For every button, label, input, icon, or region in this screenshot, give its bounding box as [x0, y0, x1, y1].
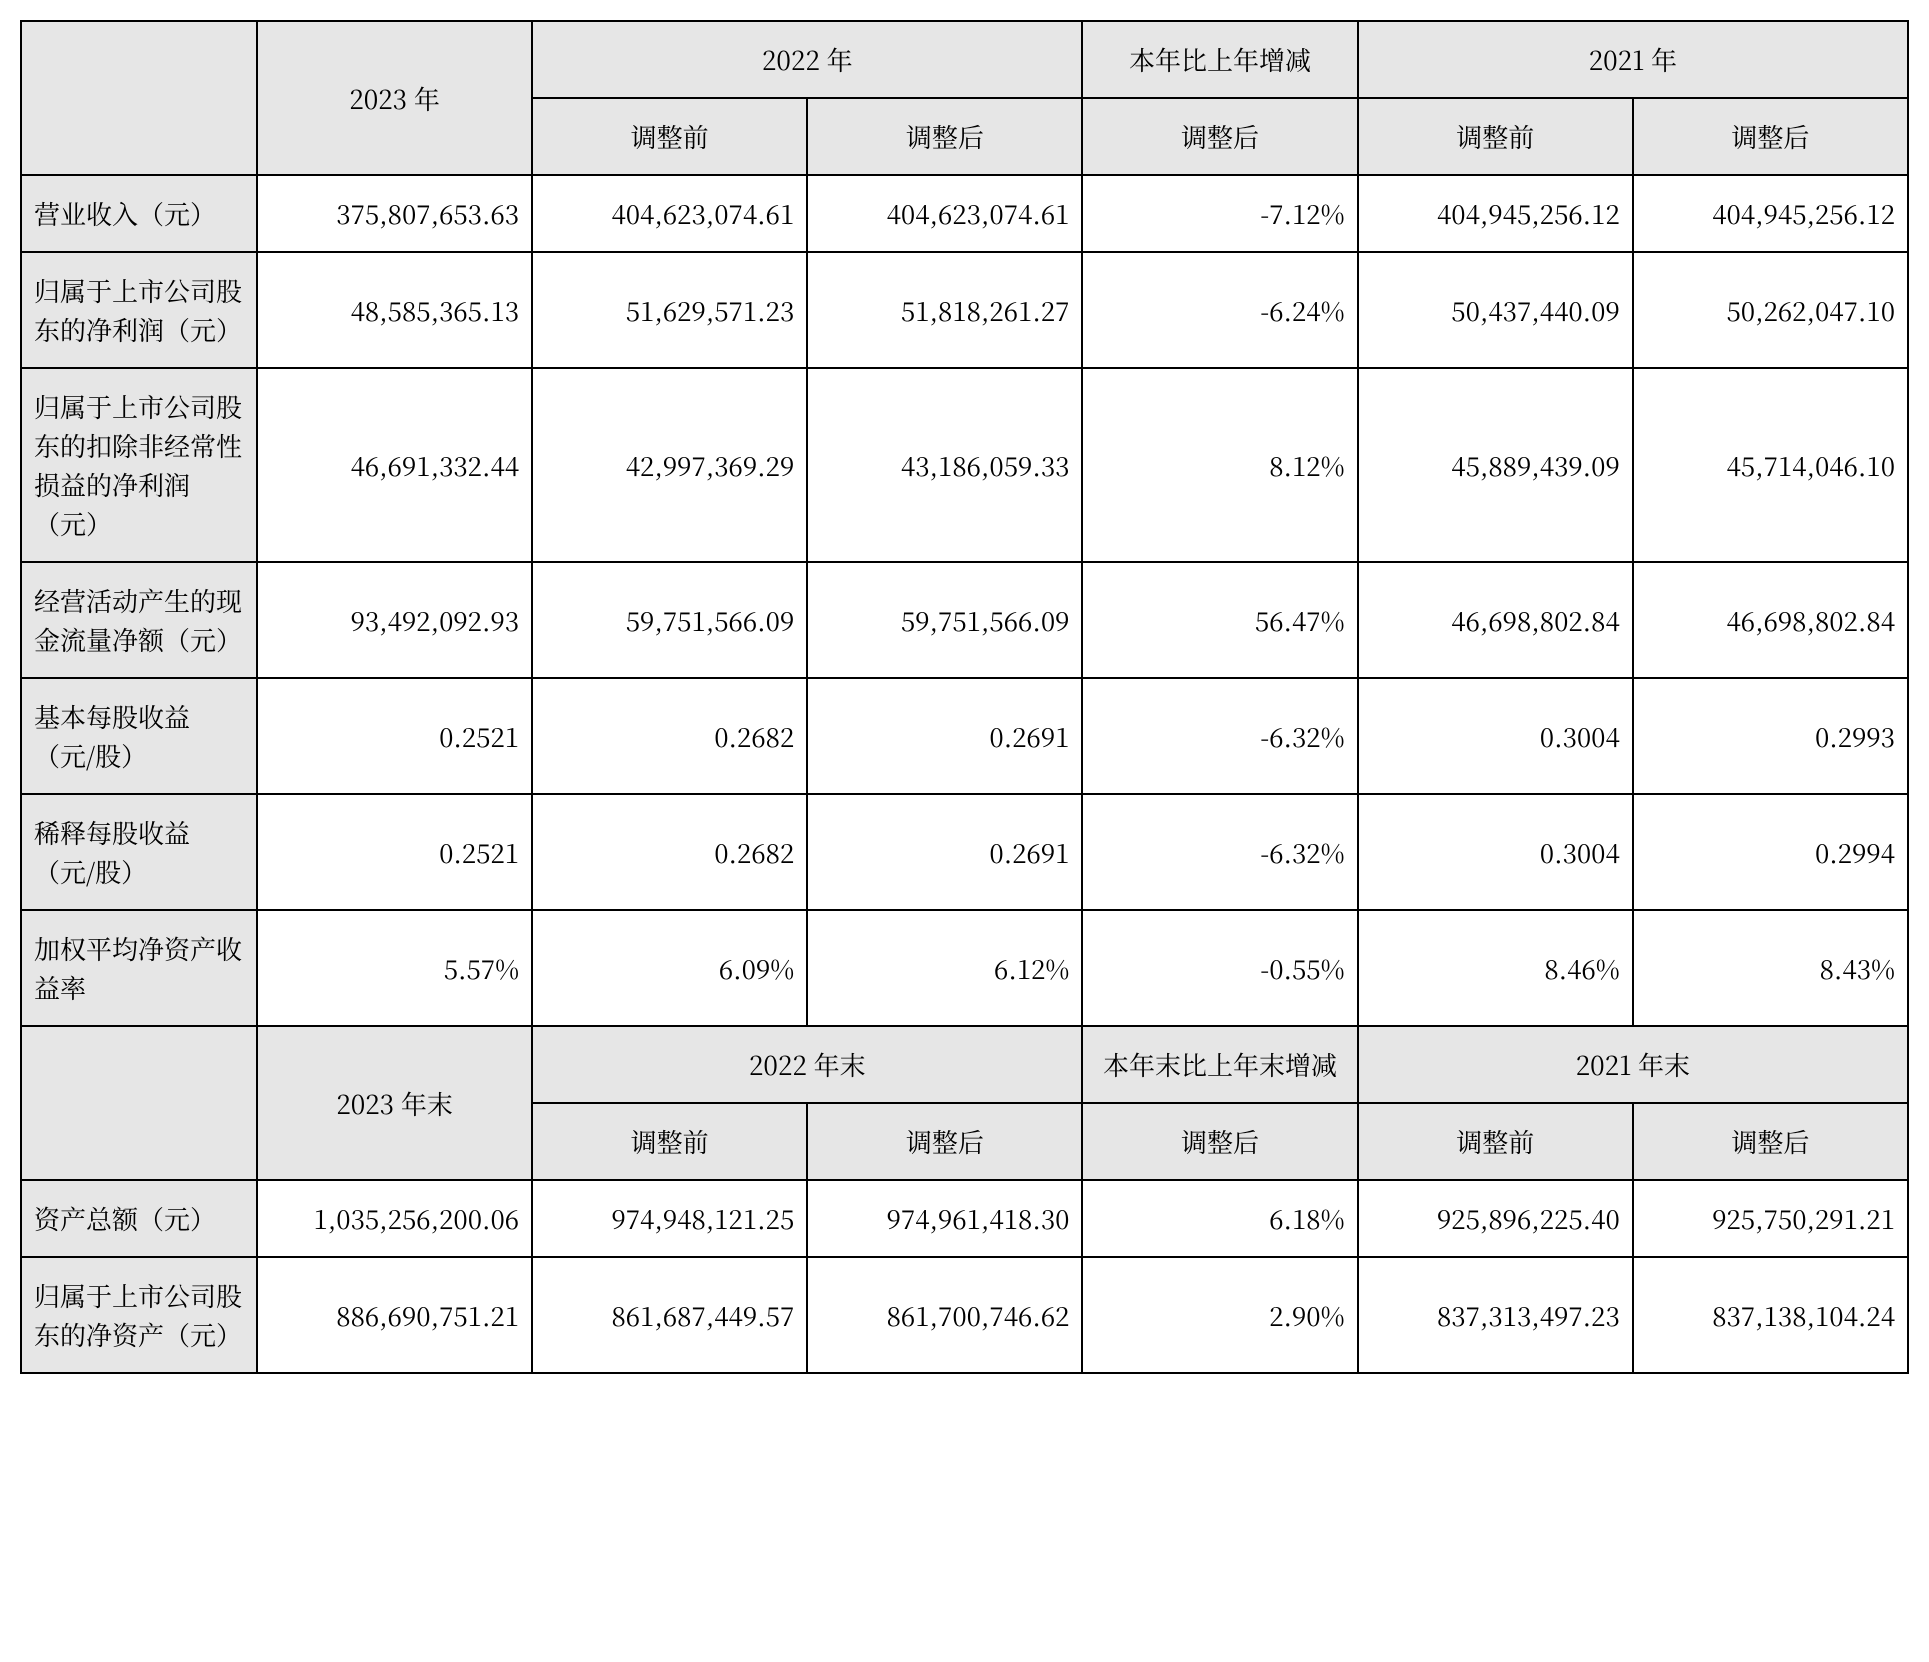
cell: 0.3004 — [1358, 794, 1633, 910]
cell: 48,585,365.13 — [257, 252, 532, 368]
cell: 861,700,746.62 — [807, 1257, 1082, 1373]
hdr-2021e-before: 调整前 — [1358, 1103, 1633, 1180]
hdr-2022-after: 调整后 — [807, 98, 1082, 175]
cell: 50,262,047.10 — [1633, 252, 1908, 368]
cell: 42,997,369.29 — [532, 368, 807, 562]
row-label: 归属于上市公司股东的扣除非经常性损益的净利润（元） — [21, 368, 257, 562]
cell: 46,698,802.84 — [1633, 562, 1908, 678]
hdr-2021-before: 调整前 — [1358, 98, 1633, 175]
cell: 974,961,418.30 — [807, 1180, 1082, 1257]
cell: -6.32% — [1082, 794, 1357, 910]
row-label: 经营活动产生的现金流量净额（元） — [21, 562, 257, 678]
cell: 0.3004 — [1358, 678, 1633, 794]
cell: 0.2994 — [1633, 794, 1908, 910]
cell: 51,818,261.27 — [807, 252, 1082, 368]
cell: 43,186,059.33 — [807, 368, 1082, 562]
cell: 861,687,449.57 — [532, 1257, 807, 1373]
cell: 404,623,074.61 — [807, 175, 1082, 252]
cell: 404,623,074.61 — [532, 175, 807, 252]
row-label: 加权平均净资产收益率 — [21, 910, 257, 1026]
row-label: 稀释每股收益（元/股） — [21, 794, 257, 910]
table-row: 营业收入（元） 375,807,653.63 404,623,074.61 40… — [21, 175, 1908, 252]
row-label: 资产总额（元） — [21, 1180, 257, 1257]
table-row: 资产总额（元） 1,035,256,200.06 974,948,121.25 … — [21, 1180, 1908, 1257]
cell: 974,948,121.25 — [532, 1180, 807, 1257]
hdr-2022-end: 2022 年末 — [532, 1026, 1082, 1103]
table-row: 归属于上市公司股东的扣除非经常性损益的净利润（元） 46,691,332.44 … — [21, 368, 1908, 562]
cell: 0.2682 — [532, 678, 807, 794]
cell: 404,945,256.12 — [1358, 175, 1633, 252]
hdr-2021: 2021 年 — [1358, 21, 1908, 98]
cell: 46,698,802.84 — [1358, 562, 1633, 678]
cell: 50,437,440.09 — [1358, 252, 1633, 368]
cell: 59,751,566.09 — [532, 562, 807, 678]
hdr-yoy-after: 调整后 — [1082, 98, 1357, 175]
cell: 886,690,751.21 — [257, 1257, 532, 1373]
cell: 375,807,653.63 — [257, 175, 532, 252]
cell: -6.32% — [1082, 678, 1357, 794]
hdr-2022e-after: 调整后 — [807, 1103, 1082, 1180]
hdr-yoye-after: 调整后 — [1082, 1103, 1357, 1180]
row-label: 基本每股收益（元/股） — [21, 678, 257, 794]
table-row: 稀释每股收益（元/股） 0.2521 0.2682 0.2691 -6.32% … — [21, 794, 1908, 910]
cell: 6.12% — [807, 910, 1082, 1026]
table-row: 归属于上市公司股东的净资产（元） 886,690,751.21 861,687,… — [21, 1257, 1908, 1373]
table-row: 加权平均净资产收益率 5.57% 6.09% 6.12% -0.55% 8.46… — [21, 910, 1908, 1026]
row-label: 归属于上市公司股东的净利润（元） — [21, 252, 257, 368]
cell: 5.57% — [257, 910, 532, 1026]
hdr-2023: 2023 年 — [257, 21, 532, 175]
cell: -0.55% — [1082, 910, 1357, 1026]
cell: 59,751,566.09 — [807, 562, 1082, 678]
cell: 46,691,332.44 — [257, 368, 532, 562]
hdr-2021-end: 2021 年末 — [1358, 1026, 1908, 1103]
hdr-blank-2 — [21, 1026, 257, 1180]
cell: 8.43% — [1633, 910, 1908, 1026]
cell: -6.24% — [1082, 252, 1357, 368]
cell: 1,035,256,200.06 — [257, 1180, 532, 1257]
cell: 925,750,291.21 — [1633, 1180, 1908, 1257]
cell: 8.12% — [1082, 368, 1357, 562]
cell: 0.2521 — [257, 794, 532, 910]
header-row-2: 2023 年末 2022 年末 本年末比上年末增减 2021 年末 — [21, 1026, 1908, 1103]
cell: 93,492,092.93 — [257, 562, 532, 678]
hdr-2023-end: 2023 年末 — [257, 1026, 532, 1180]
hdr-yoy: 本年比上年增减 — [1082, 21, 1357, 98]
cell: 925,896,225.40 — [1358, 1180, 1633, 1257]
table-row: 基本每股收益（元/股） 0.2521 0.2682 0.2691 -6.32% … — [21, 678, 1908, 794]
hdr-2022: 2022 年 — [532, 21, 1082, 98]
hdr-blank-1 — [21, 21, 257, 175]
hdr-2021-after: 调整后 — [1633, 98, 1908, 175]
cell: 404,945,256.12 — [1633, 175, 1908, 252]
cell: 51,629,571.23 — [532, 252, 807, 368]
cell: 2.90% — [1082, 1257, 1357, 1373]
cell: 0.2691 — [807, 678, 1082, 794]
cell: 45,889,439.09 — [1358, 368, 1633, 562]
cell: 0.2682 — [532, 794, 807, 910]
hdr-2022e-before: 调整前 — [532, 1103, 807, 1180]
hdr-2021e-after: 调整后 — [1633, 1103, 1908, 1180]
cell: -7.12% — [1082, 175, 1357, 252]
table-row: 经营活动产生的现金流量净额（元） 93,492,092.93 59,751,56… — [21, 562, 1908, 678]
cell: 837,313,497.23 — [1358, 1257, 1633, 1373]
cell: 8.46% — [1358, 910, 1633, 1026]
cell: 45,714,046.10 — [1633, 368, 1908, 562]
table-row: 归属于上市公司股东的净利润（元） 48,585,365.13 51,629,57… — [21, 252, 1908, 368]
row-label: 归属于上市公司股东的净资产（元） — [21, 1257, 257, 1373]
cell: 0.2993 — [1633, 678, 1908, 794]
hdr-2022-before: 调整前 — [532, 98, 807, 175]
cell: 6.18% — [1082, 1180, 1357, 1257]
cell: 0.2691 — [807, 794, 1082, 910]
cell: 56.47% — [1082, 562, 1357, 678]
cell: 837,138,104.24 — [1633, 1257, 1908, 1373]
financial-table: 2023 年 2022 年 本年比上年增减 2021 年 调整前 调整后 调整后… — [20, 20, 1909, 1374]
hdr-yoy-end: 本年末比上年末增减 — [1082, 1026, 1357, 1103]
cell: 0.2521 — [257, 678, 532, 794]
header-row-1: 2023 年 2022 年 本年比上年增减 2021 年 — [21, 21, 1908, 98]
row-label: 营业收入（元） — [21, 175, 257, 252]
cell: 6.09% — [532, 910, 807, 1026]
